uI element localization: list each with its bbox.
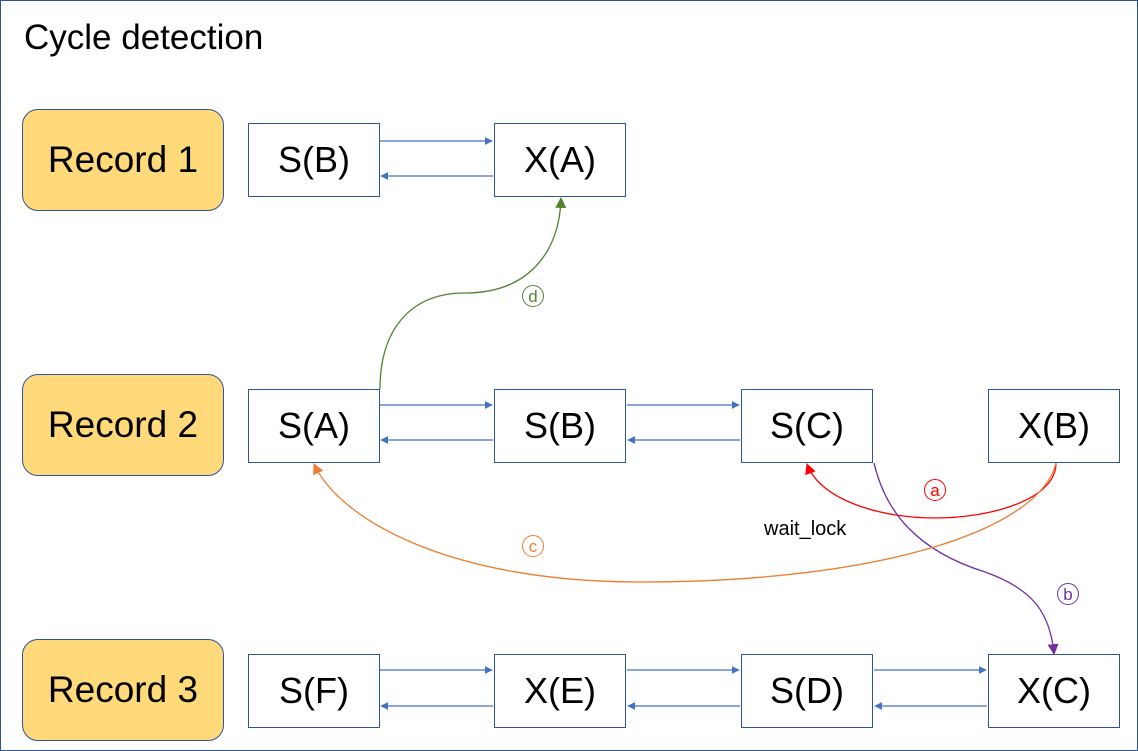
record-3-lock-1: S(F) [248,654,380,728]
record-3-box: Record 3 [22,639,224,741]
edge-c-curve [313,462,1057,583]
edge-c-marker: c [522,535,544,557]
edge-a-marker: a [924,479,946,501]
record-2-box: Record 2 [22,374,224,476]
record-3-lock-3: S(D) [741,654,873,728]
record-3-lock-2: X(E) [494,654,626,728]
wait-lock-label: wait_lock [764,518,847,540]
record-1-links [380,137,493,180]
diagram-title: Cycle detection [24,18,264,57]
record-1-lock-2: X(A) [494,123,626,197]
record-2-links [380,401,740,444]
edge-d-marker: d [522,285,544,307]
record-2-lock-3: S(C) [741,389,873,463]
record-1-lock-1: S(B) [248,123,380,197]
edge-d-curve [379,196,567,390]
record-3-links [380,666,987,710]
record-1-box: Record 1 [22,109,224,211]
record-2-lock-2: S(B) [494,389,626,463]
edge-b-marker: b [1057,583,1079,605]
record-3-lock-4: X(C) [988,654,1120,728]
record-2-lock-1: S(A) [248,389,380,463]
edge-b-curve [873,462,1059,656]
record-2-lock-4: X(B) [988,389,1120,463]
